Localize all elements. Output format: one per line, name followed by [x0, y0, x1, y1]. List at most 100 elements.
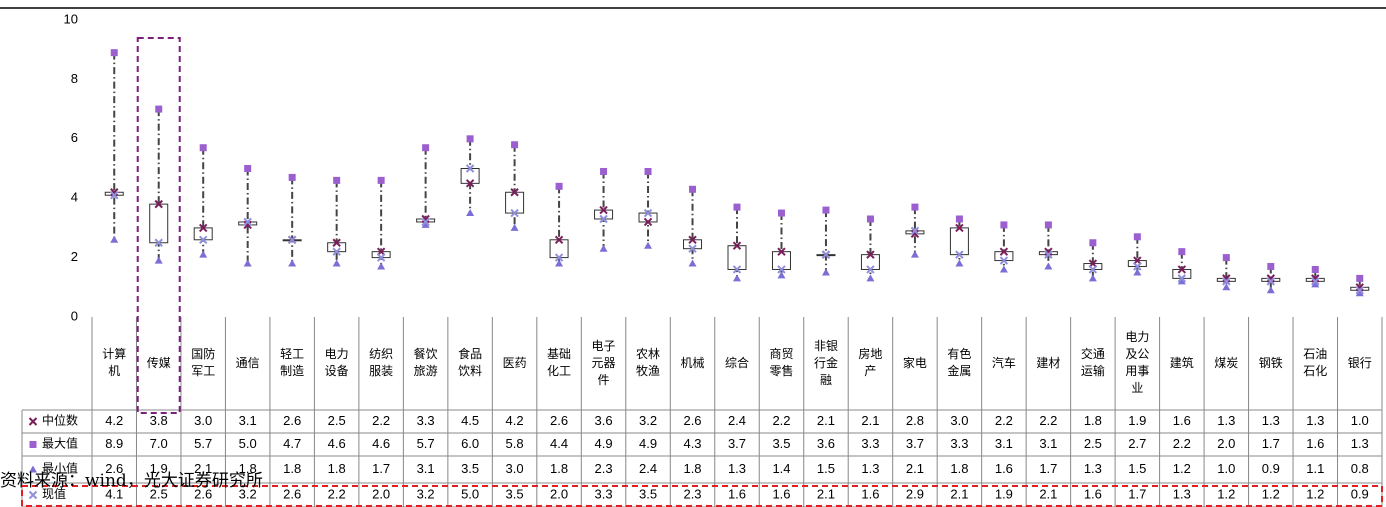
- category-label: 钢铁: [1258, 355, 1283, 370]
- category-label: 非银行金融: [813, 338, 838, 387]
- table-value: 1.3: [1262, 413, 1280, 428]
- category-label: 建筑: [1169, 355, 1194, 370]
- category-label: 建材: [1036, 355, 1061, 370]
- legend-marker: [28, 417, 38, 426]
- legend-marker: [29, 465, 37, 473]
- table-value: 4.4: [550, 436, 568, 451]
- table-value: 5.0: [461, 486, 479, 501]
- min-marker: [243, 259, 252, 267]
- table-value: 2.6: [105, 461, 123, 476]
- table-value: 1.8: [683, 461, 701, 476]
- table-value: 1.5: [817, 461, 835, 476]
- max-marker: [1178, 248, 1186, 256]
- table-value: 3.0: [950, 413, 968, 428]
- table-value: 3.2: [239, 486, 257, 501]
- max-marker: [777, 209, 785, 217]
- max-marker: [600, 167, 608, 175]
- table-value: 3.0: [194, 413, 212, 428]
- current-marker: [243, 217, 252, 227]
- category-label: 家电: [902, 355, 927, 370]
- table-value: 1.6: [1173, 413, 1191, 428]
- min-marker: [1177, 277, 1186, 285]
- table-value: 2.1: [950, 486, 968, 501]
- table-value: 2.1: [906, 461, 924, 476]
- median-current-box: [860, 254, 880, 270]
- table-value: 2.6: [283, 413, 301, 428]
- table-value: 1.8: [239, 461, 257, 476]
- table-value: 5.0: [239, 436, 257, 451]
- table-value: 4.7: [283, 436, 301, 451]
- current-marker: [1133, 262, 1142, 271]
- max-marker: [1089, 239, 1097, 247]
- current-marker: [1355, 286, 1364, 295]
- median-current-box: [460, 168, 480, 184]
- table-value: 3.2: [639, 413, 657, 428]
- table-value: 5.8: [506, 436, 524, 451]
- min-marker: [555, 259, 564, 267]
- median-marker: [1177, 265, 1187, 274]
- min-marker: [999, 265, 1008, 273]
- table-value: 1.5: [1128, 461, 1146, 476]
- table-value: 1.7: [1262, 436, 1280, 451]
- min-marker: [510, 223, 519, 231]
- table-value: 3.7: [906, 436, 924, 451]
- current-marker: [1266, 277, 1275, 286]
- median-marker: [999, 247, 1009, 256]
- table-value: 2.1: [817, 413, 835, 428]
- median-current-box: [193, 227, 213, 241]
- table-value: 1.9: [150, 461, 168, 476]
- median-marker: [1266, 274, 1275, 283]
- table-value: 1.3: [1306, 413, 1324, 428]
- current-marker: [866, 265, 875, 274]
- table-value: 2.5: [328, 413, 346, 428]
- category-label: 通信: [235, 355, 260, 370]
- min-marker: [421, 220, 430, 228]
- table-value: 2.4: [728, 413, 746, 428]
- max-marker: [1356, 274, 1364, 282]
- median-marker: [198, 223, 208, 233]
- table-value: 3.5: [639, 486, 657, 501]
- table-value: 2.0: [372, 486, 390, 501]
- current-marker: [1177, 274, 1187, 283]
- category-label: 银行: [1347, 355, 1372, 370]
- table-value: 1.6: [772, 486, 790, 501]
- max-marker: [1267, 263, 1275, 271]
- table-value: 4.9: [595, 436, 613, 451]
- table-value: 5.7: [194, 436, 212, 451]
- table-value: 3.7: [728, 436, 746, 451]
- category-label: 食品饮料: [458, 347, 483, 378]
- current-marker: [110, 191, 119, 200]
- median-current-box: [549, 239, 569, 259]
- current-marker: [1044, 250, 1053, 259]
- max-marker: [199, 144, 207, 152]
- table-value: 1.3: [1351, 436, 1369, 451]
- table-value: 2.2: [1173, 436, 1191, 451]
- current-marker: [955, 250, 964, 259]
- table-value: 2.1: [861, 413, 879, 428]
- min-marker: [1266, 286, 1275, 294]
- table-value: 3.6: [595, 413, 613, 428]
- max-marker: [1311, 265, 1319, 273]
- max-marker: [955, 215, 963, 223]
- median-marker: [510, 188, 519, 197]
- table-value: 3.8: [150, 413, 168, 428]
- legend-marker: [28, 490, 38, 500]
- category-label: 电力及公用事业: [1125, 330, 1150, 395]
- current-marker: [999, 256, 1009, 265]
- table-value: 2.7: [1128, 436, 1146, 451]
- min-marker: [688, 259, 697, 267]
- max-marker: [511, 141, 519, 149]
- median-marker: [777, 247, 786, 256]
- table-value: 2.1: [817, 486, 835, 501]
- min-marker: [866, 274, 875, 282]
- table-value: 1.7: [1128, 486, 1146, 501]
- current-marker: [777, 265, 786, 274]
- max-marker: [555, 182, 563, 190]
- table-value: 3.1: [1039, 436, 1057, 451]
- table-value: 1.8: [283, 461, 301, 476]
- max-marker: [244, 165, 252, 172]
- category-label: 轻工制造: [280, 347, 305, 378]
- table-value: 2.6: [194, 486, 212, 501]
- category-label: 机械: [680, 355, 705, 370]
